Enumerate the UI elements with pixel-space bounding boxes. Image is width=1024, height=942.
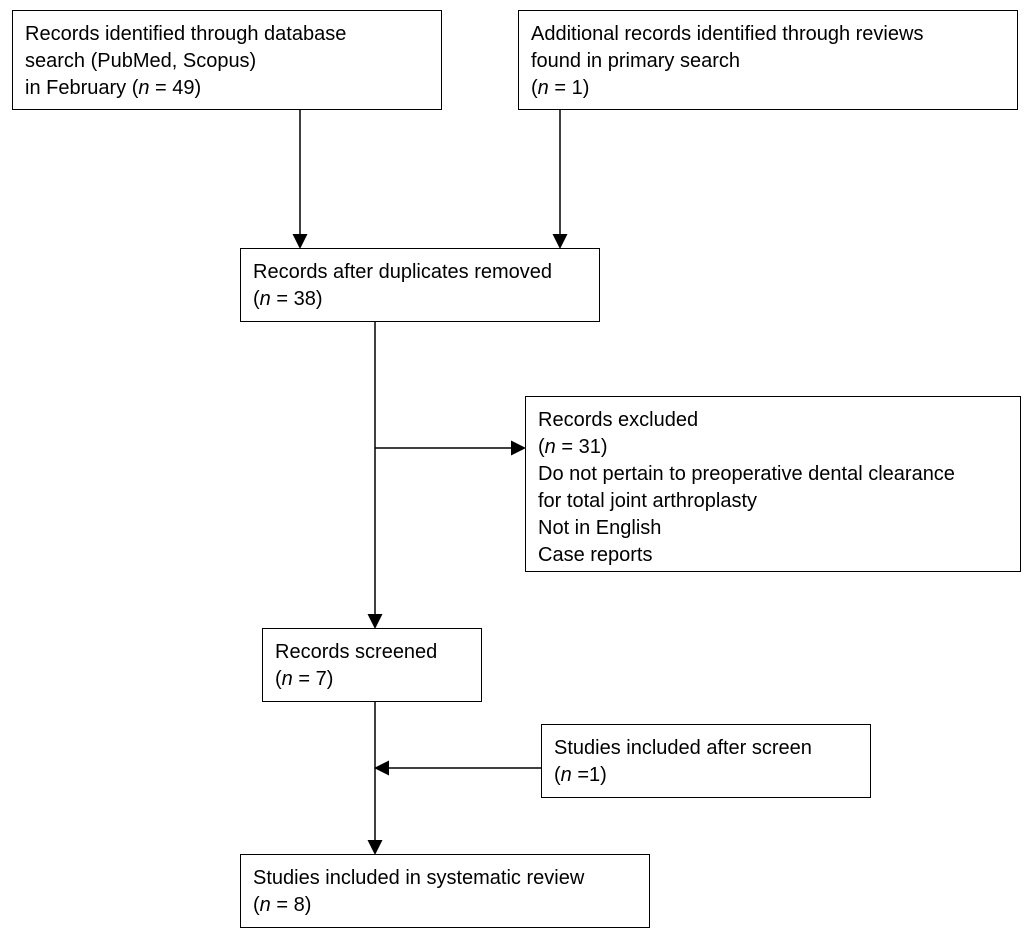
box1-line2: search (PubMed, Scopus) <box>25 48 429 75</box>
box-records-screened: Records screened (n = 7) <box>262 628 482 702</box>
box6-line1: Studies included after screen <box>554 735 858 762</box>
box6-n: 1 <box>589 764 600 786</box>
box4-line4: for total joint arthroplasty <box>538 488 1008 515</box>
box4-n: 31 <box>579 436 601 458</box>
box7-line2: (n = 8) <box>253 892 637 919</box>
box-included-after-screen: Studies included after screen (n =1) <box>541 724 871 798</box>
box3-line2: (n = 38) <box>253 286 587 313</box>
box6-line2: (n =1) <box>554 762 858 789</box>
box3-n: 38 <box>294 288 316 310</box>
box-records-excluded: Records excluded (n = 31) Do not pertain… <box>525 396 1021 572</box>
box4-line3: Do not pertain to preoperative dental cl… <box>538 461 1008 488</box>
box2-n: 1 <box>572 77 583 99</box>
box4-line5: Not in English <box>538 515 1008 542</box>
box5-line1: Records screened <box>275 639 469 666</box>
box7-n: 8 <box>294 894 305 916</box>
flowchart-canvas: Records identified through database sear… <box>0 0 1024 942</box>
box2-line2: found in primary search <box>531 48 1005 75</box>
box4-line6: Case reports <box>538 542 1008 569</box>
box-included-systematic-review: Studies included in systematic review (n… <box>240 854 650 928</box>
box7-line1: Studies included in systematic review <box>253 865 637 892</box>
box1-n: 49 <box>172 77 194 99</box>
box4-line2: (n = 31) <box>538 434 1008 461</box>
box4-line1: Records excluded <box>538 407 1008 434</box>
box3-line1: Records after duplicates removed <box>253 259 587 286</box>
box2-line3: (n = 1) <box>531 75 1005 102</box>
box1-line1: Records identified through database <box>25 21 429 48</box>
box1-line3: in February (n = 49) <box>25 75 429 102</box>
box-after-duplicates: Records after duplicates removed (n = 38… <box>240 248 600 322</box>
box-additional-records: Additional records identified through re… <box>518 10 1018 110</box>
box-records-identified-database: Records identified through database sear… <box>12 10 442 110</box>
box5-line2: (n = 7) <box>275 666 469 693</box>
box2-line1: Additional records identified through re… <box>531 21 1005 48</box>
box5-n: 7 <box>316 668 327 690</box>
